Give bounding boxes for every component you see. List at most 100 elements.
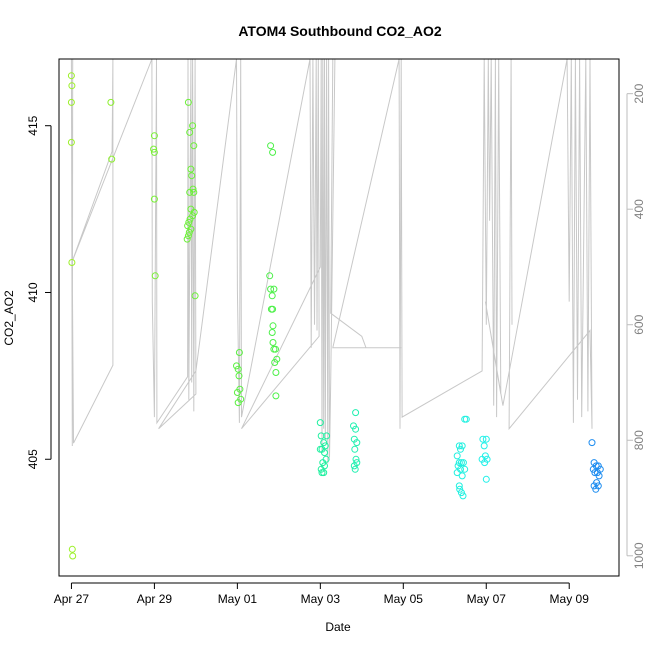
data-point bbox=[187, 165, 195, 173]
data-point bbox=[272, 345, 279, 353]
data-point bbox=[67, 72, 75, 80]
data-point bbox=[481, 459, 489, 467]
data-point bbox=[461, 465, 469, 473]
data-point bbox=[317, 432, 325, 440]
data-point bbox=[453, 469, 461, 477]
data-point bbox=[233, 362, 240, 370]
data-point bbox=[189, 122, 197, 130]
data-point bbox=[234, 399, 242, 407]
data-point bbox=[272, 369, 280, 376]
data-point bbox=[591, 469, 599, 477]
data-point bbox=[267, 285, 275, 293]
data-point bbox=[453, 452, 461, 460]
data-point bbox=[190, 208, 198, 216]
data-point bbox=[269, 339, 277, 346]
data-point bbox=[594, 462, 602, 470]
data-point bbox=[190, 142, 198, 150]
data-point bbox=[352, 409, 360, 417]
right-tick-label: 1000 bbox=[632, 542, 646, 569]
data-point bbox=[323, 432, 331, 440]
data-point bbox=[233, 389, 241, 396]
data-point bbox=[319, 459, 327, 467]
data-point bbox=[320, 439, 328, 447]
data-point bbox=[458, 472, 466, 480]
data-point bbox=[455, 482, 463, 490]
data-point bbox=[185, 218, 193, 226]
data-point bbox=[272, 392, 280, 400]
data-point bbox=[188, 172, 196, 180]
data-point bbox=[107, 98, 115, 106]
data-point bbox=[68, 259, 76, 266]
x-tick-label: May 03 bbox=[301, 592, 341, 606]
data-point bbox=[462, 415, 470, 423]
data-point bbox=[351, 465, 359, 473]
data-point bbox=[479, 435, 487, 443]
data-point bbox=[316, 445, 324, 453]
data-point bbox=[316, 419, 324, 427]
data-point bbox=[269, 148, 277, 156]
y-tick-label: 410 bbox=[26, 282, 40, 302]
data-point bbox=[150, 145, 158, 153]
data-point bbox=[191, 292, 199, 300]
plot-frame bbox=[58, 58, 620, 577]
data-point bbox=[185, 228, 193, 236]
y-axis-label: CO2_AO2 bbox=[2, 290, 16, 346]
data-point bbox=[318, 469, 326, 477]
x-tick-label: May 05 bbox=[384, 592, 424, 606]
right-tick-label: 200 bbox=[632, 83, 646, 103]
right-tick-label: 400 bbox=[632, 199, 646, 219]
chart-title: ATOM4 Southbound CO2_AO2 bbox=[238, 23, 441, 39]
data-point bbox=[268, 329, 276, 336]
data-point bbox=[67, 138, 75, 146]
data-point bbox=[459, 492, 467, 500]
right-tick-label: 800 bbox=[632, 430, 646, 450]
data-point bbox=[184, 232, 192, 240]
x-axis-label: Date bbox=[325, 620, 351, 634]
data-point bbox=[186, 128, 194, 136]
data-point bbox=[271, 359, 279, 366]
data-point bbox=[482, 435, 490, 443]
y-tick-label: 405 bbox=[26, 449, 40, 469]
data-point bbox=[456, 485, 464, 493]
y-tick-label: 415 bbox=[26, 115, 40, 135]
data-point bbox=[350, 462, 358, 470]
data-point bbox=[269, 322, 277, 330]
data-point bbox=[270, 285, 278, 293]
data-point bbox=[267, 142, 275, 150]
axes-layer: Apr 27 Apr 29 May 01 May 03 May 05 May 07 May … bbox=[26, 83, 646, 606]
data-point bbox=[482, 475, 490, 483]
data-point bbox=[352, 425, 360, 433]
data-point bbox=[190, 188, 198, 196]
data-point bbox=[590, 482, 598, 490]
data-point bbox=[68, 82, 76, 90]
data-point bbox=[235, 372, 243, 380]
data-point bbox=[457, 445, 464, 453]
data-point bbox=[268, 292, 276, 300]
data-point bbox=[150, 195, 158, 203]
data-point bbox=[187, 225, 195, 233]
data-point bbox=[352, 455, 360, 463]
data-point bbox=[353, 439, 361, 447]
data-point bbox=[459, 459, 467, 467]
data-point bbox=[593, 469, 601, 477]
data-point bbox=[458, 442, 466, 450]
data-point bbox=[69, 552, 77, 560]
data-point bbox=[455, 459, 463, 467]
data-point bbox=[321, 449, 328, 457]
data-point bbox=[183, 235, 191, 243]
data-point bbox=[108, 155, 116, 163]
data-point bbox=[150, 148, 158, 156]
data-point bbox=[234, 365, 242, 373]
x-tick-label: May 01 bbox=[218, 592, 258, 606]
data-point bbox=[266, 272, 274, 280]
profile-line bbox=[70, 58, 593, 464]
data-point bbox=[480, 442, 488, 450]
data-point bbox=[351, 445, 359, 453]
x-tick-label: May 07 bbox=[467, 592, 507, 606]
data-point bbox=[186, 215, 194, 223]
data-point bbox=[68, 545, 76, 553]
data-point bbox=[67, 98, 75, 106]
data-point bbox=[457, 489, 465, 497]
data-point bbox=[588, 439, 596, 447]
